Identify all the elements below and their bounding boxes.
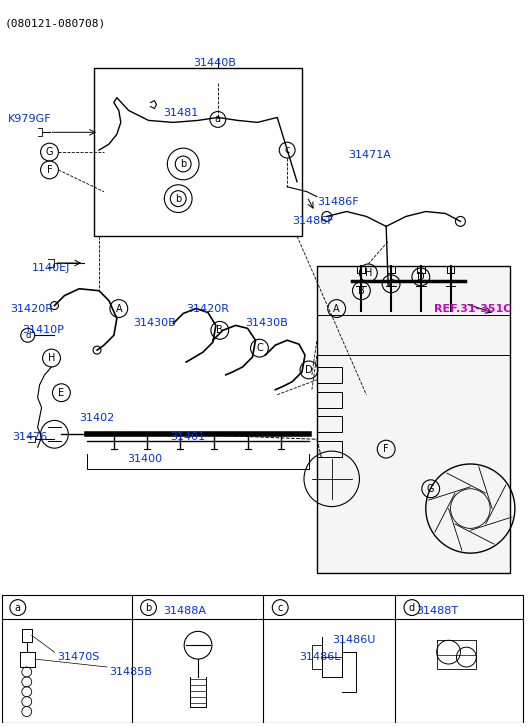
Text: 31402: 31402 [79,412,114,422]
Text: F: F [383,444,389,454]
Text: (080121-080708): (080121-080708) [5,18,106,28]
Text: 31420R: 31420R [10,304,53,313]
Text: 31486F: 31486F [292,217,334,226]
Text: G: G [46,147,53,157]
Text: G: G [427,483,435,494]
Polygon shape [317,266,510,573]
Text: 31486U: 31486U [332,635,375,646]
Text: b: b [145,603,152,613]
Bar [2,595,523,723]
Text: F: F [47,165,52,175]
Text: REF.31-351C: REF.31-351C [434,304,511,313]
Text: A: A [333,304,340,313]
Text: D: D [305,365,313,375]
Text: d: d [409,603,415,613]
Text: 31420R: 31420R [186,304,229,313]
Text: 31485B: 31485B [109,667,152,677]
Text: c: c [285,145,290,155]
Text: 31401: 31401 [170,433,206,442]
Text: K979GF: K979GF [8,114,51,124]
Text: C: C [388,278,394,289]
Text: 31488T: 31488T [416,606,458,616]
Text: 31400: 31400 [127,454,162,464]
Text: 31440B: 31440B [193,58,236,68]
Text: 1140EJ: 1140EJ [32,263,70,273]
Text: 31430B: 31430B [245,318,288,329]
Text: A: A [116,304,122,313]
Text: c: c [278,603,283,613]
Text: b: b [180,159,187,169]
Text: 31410P: 31410P [22,326,64,335]
Text: 31481: 31481 [163,108,199,118]
Text: 31486L: 31486L [299,652,341,662]
Text: 31476: 31476 [12,433,47,442]
Text: H: H [365,268,372,278]
Text: B: B [358,286,365,296]
Text: 31471A: 31471A [349,150,392,160]
Text: b: b [175,193,181,204]
Text: E: E [58,387,65,398]
Text: B: B [216,325,223,335]
Text: 31470S: 31470S [57,652,100,662]
Text: H: H [48,353,55,363]
Text: a: a [15,603,21,613]
Bar [94,68,302,236]
Text: a: a [215,114,221,124]
Text: d: d [25,331,30,340]
Text: D: D [417,272,425,282]
Text: 31488A: 31488A [163,606,206,616]
Text: C: C [256,343,263,353]
Text: 31486F: 31486F [317,197,358,206]
Text: 31430B: 31430B [134,318,176,329]
